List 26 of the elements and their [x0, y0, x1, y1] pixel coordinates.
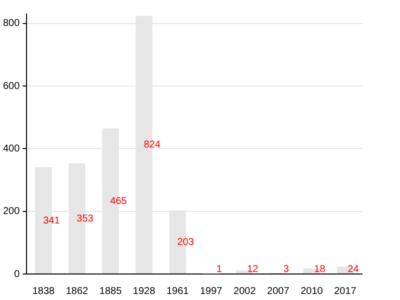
- x-tick-label: 1961: [166, 286, 190, 297]
- x-tick-label: 1928: [132, 286, 156, 297]
- data-label: 341: [43, 215, 60, 226]
- data-label: 3: [283, 264, 290, 275]
- data-label: 24: [348, 264, 360, 275]
- y-tick-label: 0: [14, 268, 20, 280]
- x-tick-label: 1838: [32, 286, 56, 297]
- y-tick-label: 200: [2, 206, 20, 218]
- x-tick-label: 2007: [267, 286, 290, 297]
- x-tick-label: 2010: [300, 286, 324, 297]
- x-tick-label: 1862: [66, 286, 89, 297]
- x-tick-label: 2002: [234, 286, 256, 297]
- data-label: 12: [247, 264, 259, 275]
- data-label: 824: [144, 140, 161, 151]
- data-label: 353: [76, 213, 94, 224]
- data-label: 1: [216, 264, 222, 275]
- data-label: 203: [177, 236, 194, 248]
- y-tick-label: 600: [2, 80, 20, 92]
- x-tick-label: 1885: [99, 286, 122, 297]
- x-tick-label: 1997: [200, 286, 223, 297]
- bar: [236, 270, 254, 274]
- y-tick-label: 800: [2, 18, 20, 30]
- data-label: 18: [314, 264, 326, 275]
- y-tick-label: 400: [2, 143, 20, 154]
- data-label: 465: [110, 196, 128, 207]
- x-tick-label: 2017: [334, 286, 357, 297]
